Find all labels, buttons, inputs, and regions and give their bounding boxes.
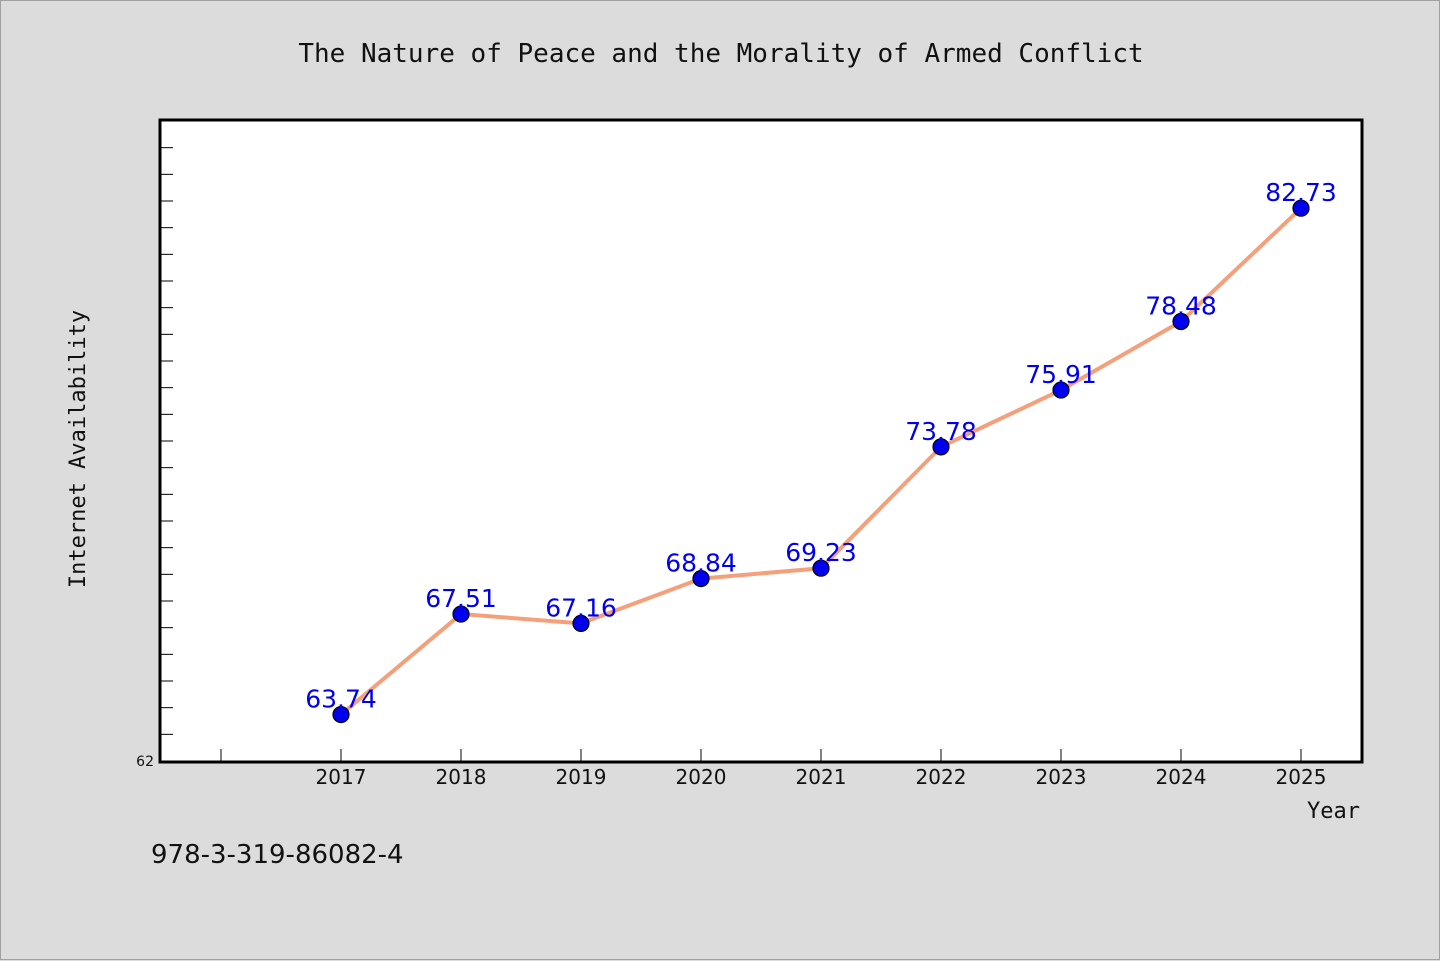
data-point bbox=[812, 559, 830, 577]
x-tick-label: 2017 bbox=[316, 765, 367, 789]
data-label: 73.78 bbox=[905, 417, 977, 446]
data-label: 63.74 bbox=[305, 685, 377, 714]
data-point bbox=[572, 614, 590, 633]
x-tick-label: 2025 bbox=[1276, 765, 1327, 789]
y-axis-ticks: 62 bbox=[136, 147, 173, 770]
footer-text: 978-3-319-86082-4 bbox=[151, 840, 404, 870]
plot-area bbox=[158, 118, 1364, 764]
x-tick-label: 2018 bbox=[436, 765, 487, 789]
x-tick-label: 2022 bbox=[916, 765, 967, 789]
data-label: 75.91 bbox=[1025, 360, 1097, 389]
data-point bbox=[692, 569, 710, 588]
data-label: 68.84 bbox=[665, 549, 737, 578]
x-tick-label: 2021 bbox=[796, 765, 847, 789]
data-label: 67.16 bbox=[545, 593, 617, 622]
y-axis-title: Internet Availability bbox=[66, 310, 91, 588]
x-axis-title: Year bbox=[1307, 799, 1360, 824]
data-point bbox=[332, 705, 350, 724]
data-point bbox=[932, 438, 950, 456]
data-point bbox=[1172, 312, 1190, 331]
x-tick-label: 2020 bbox=[676, 765, 727, 789]
data-point bbox=[452, 605, 470, 623]
data-point bbox=[1292, 199, 1310, 217]
data-label: 82.73 bbox=[1265, 178, 1337, 207]
data-label: 78.48 bbox=[1145, 292, 1217, 321]
chart-title: The Nature of Peace and the Morality of … bbox=[298, 39, 1143, 69]
data-label: 69.23 bbox=[785, 538, 857, 567]
data-point bbox=[1052, 381, 1070, 399]
data-label: 67.51 bbox=[425, 584, 497, 613]
series-markers bbox=[332, 199, 1310, 724]
x-tick-label: 2023 bbox=[1036, 765, 1087, 789]
x-axis-ticks: 2017 2018 2019 2020 2021 2022 2023 2024 2025 bbox=[220, 749, 1327, 789]
data-labels: 63.74 67.51 67.16 68.84 69.23 73.78 75.91 78.48… bbox=[305, 178, 1337, 713]
x-tick-label: 2024 bbox=[1156, 765, 1207, 789]
x-tick-label: 2019 bbox=[556, 765, 607, 789]
y-tick-label: 62 bbox=[136, 754, 154, 770]
